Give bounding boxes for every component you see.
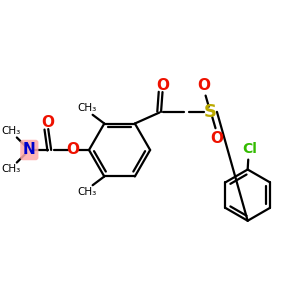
Text: CH₃: CH₃ — [2, 126, 21, 136]
Text: O: O — [198, 78, 211, 93]
Text: O: O — [156, 78, 169, 93]
Text: O: O — [211, 130, 224, 146]
Text: N: N — [23, 142, 36, 158]
Text: CH₃: CH₃ — [77, 103, 96, 113]
Text: O: O — [42, 115, 55, 130]
Text: S: S — [204, 103, 217, 121]
Text: Cl: Cl — [242, 142, 257, 156]
Text: O: O — [67, 142, 80, 158]
Text: CH₃: CH₃ — [77, 187, 96, 197]
Text: CH₃: CH₃ — [2, 164, 21, 174]
